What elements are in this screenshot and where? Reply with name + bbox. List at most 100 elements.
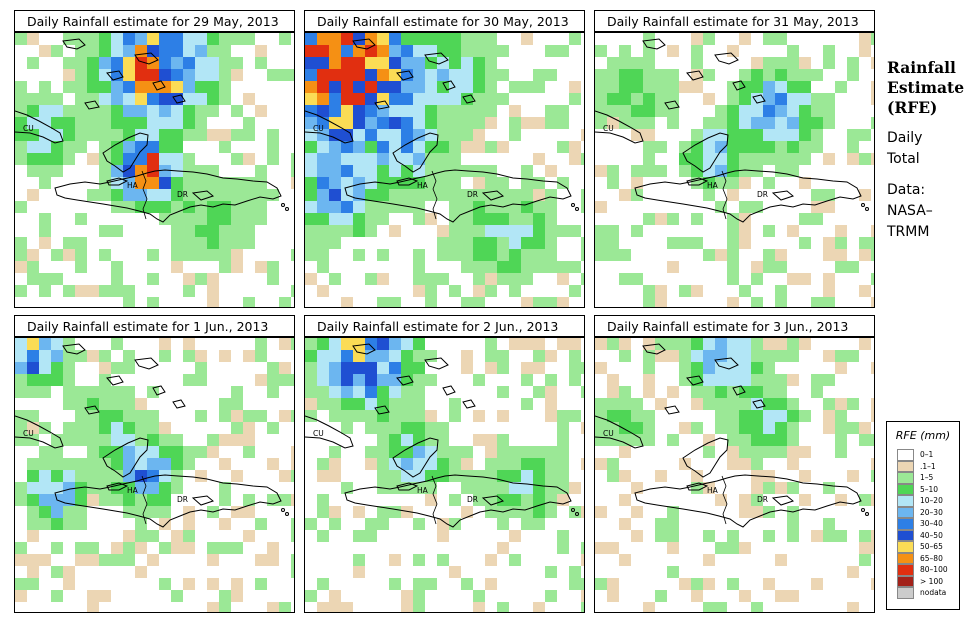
rainfall-cell: [111, 33, 123, 45]
rainfall-cell: [341, 350, 353, 362]
rainfall-cell: [317, 602, 329, 612]
rainfall-cell: [123, 189, 135, 201]
rainfall-cell: [255, 165, 267, 177]
rainfall-cell: [111, 422, 123, 434]
rainfall-cell: [413, 261, 425, 273]
rainfall-cell: [607, 458, 619, 470]
rainfall-cell: [775, 33, 787, 45]
islet: [281, 203, 285, 207]
rainfall-cell: [437, 249, 449, 261]
rainfall-cell: [159, 177, 171, 189]
rainfall-cell: [751, 273, 763, 285]
rainfall-cell: [27, 153, 39, 165]
rainfall-cell: [135, 506, 147, 518]
rainfall-map: CU HA DR: [14, 32, 295, 308]
rainfall-cell: [51, 129, 63, 141]
islet: [285, 207, 289, 211]
rainfall-cell: [727, 153, 739, 165]
rainfall-cell: [75, 458, 87, 470]
rainfall-cell: [847, 566, 859, 578]
rainfall-cell: [607, 225, 619, 237]
rainfall-cell: [595, 578, 607, 590]
rainfall-cell: [27, 410, 39, 422]
rainfall-cell: [389, 93, 401, 105]
rainfall-cell: [581, 554, 584, 566]
coastline: [732, 385, 746, 396]
rainfall-cell: [413, 554, 425, 566]
rainfall-cell: [291, 530, 294, 542]
rainfall-cell: [727, 273, 739, 285]
panel-title: Daily Rainfall estimate for 31 May, 2013: [594, 10, 875, 32]
rainfall-cell: [51, 482, 63, 494]
rainfall-cell: [413, 470, 425, 482]
rainfall-cell: [691, 33, 703, 45]
rainfall-cell: [15, 81, 27, 93]
rainfall-cell: [111, 141, 123, 153]
rainfall-cell: [775, 165, 787, 177]
rainfall-cell: [739, 434, 751, 446]
rainfall-cell: [317, 93, 329, 105]
rainfall-cell: [509, 201, 521, 213]
rainfall-cell: [389, 386, 401, 398]
rainfall-cell: [39, 458, 51, 470]
rainfall-cell: [437, 57, 449, 69]
rainfall-cell: [51, 566, 63, 578]
rainfall-cell: [437, 434, 449, 446]
rainfall-cell: [509, 117, 521, 129]
rainfall-cell: [763, 410, 775, 422]
rainfall-cell: [377, 141, 389, 153]
rainfall-cell: [739, 542, 751, 554]
rainfall-cell: [521, 201, 533, 213]
rainfall-cell: [533, 261, 545, 273]
rainfall-cell: [763, 249, 775, 261]
rainfall-cell: [377, 518, 389, 530]
rainfall-cell: [607, 69, 619, 81]
rainfall-cell: [305, 362, 317, 374]
rainfall-cell: [317, 285, 329, 297]
rainfall-cell: [545, 590, 557, 602]
rainfall-cell: [63, 434, 75, 446]
rainfall-cell: [799, 177, 811, 189]
rainfall-cell: [39, 129, 51, 141]
rainfall-cell: [643, 362, 655, 374]
rainfall-cell: [39, 386, 51, 398]
rainfall-cell: [413, 201, 425, 213]
rainfall-cell: [751, 261, 763, 273]
rainfall-cell: [147, 189, 159, 201]
rainfall-cell: [763, 33, 775, 45]
rainfall-cell: [607, 542, 619, 554]
rainfall-cell: [279, 470, 291, 482]
rainfall-cell: [159, 153, 171, 165]
rainfall-cell: [231, 237, 243, 249]
rainfall-cell: [111, 129, 123, 141]
rainfall-cell: [823, 105, 835, 117]
rainfall-cell: [461, 105, 473, 117]
rainfall-cell: [581, 458, 584, 470]
rainfall-cell: [123, 69, 135, 81]
country-label-ha: HA: [707, 181, 719, 190]
rainfall-cell: [87, 458, 99, 470]
rainfall-cell: [413, 362, 425, 374]
rainfall-cell: [401, 201, 413, 213]
rainfall-cell: [703, 33, 715, 45]
rainfall-cell: [389, 506, 401, 518]
rainfall-cell: [171, 434, 183, 446]
rainfall-cell: [823, 285, 835, 297]
legend-swatch: [897, 552, 914, 564]
legend-swatch: [897, 564, 914, 576]
rainfall-cell: [871, 117, 874, 129]
rainfall-cell: [533, 117, 545, 129]
rainfall-cell: [413, 141, 425, 153]
rainfall-cell: [305, 57, 317, 69]
rainfall-cell: [715, 201, 727, 213]
rainfall-cell: [727, 434, 739, 446]
rainfall-cell: [27, 249, 39, 261]
rainfall-cell: [87, 602, 99, 612]
rainfall-cell: [727, 422, 739, 434]
rainfall-cell: [799, 494, 811, 506]
coastline: [686, 375, 704, 386]
coastline: [305, 415, 354, 449]
rainfall-cell: [99, 362, 111, 374]
